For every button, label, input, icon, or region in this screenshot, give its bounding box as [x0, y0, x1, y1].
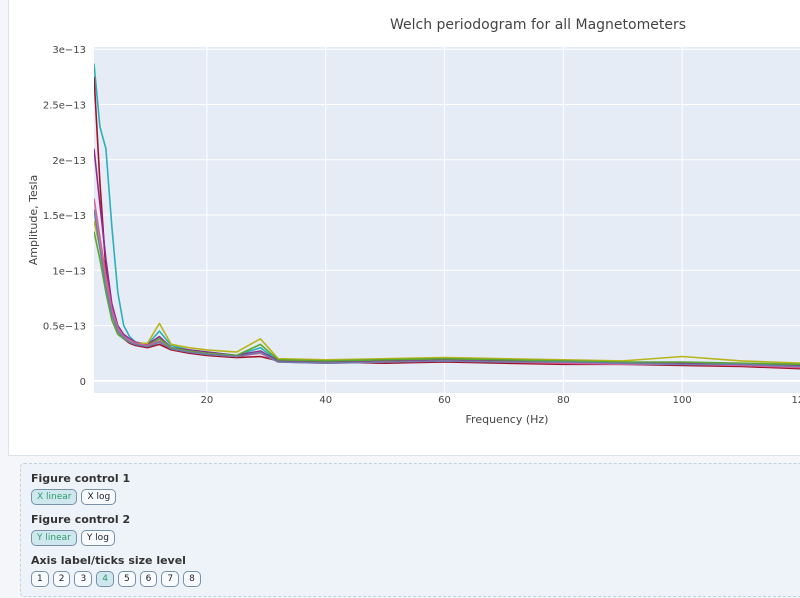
figure-container: Welch periodogram for all Magnetometers …	[8, 0, 800, 456]
x-tick-label: 40	[319, 395, 332, 406]
y-tick-label: 3e−13	[52, 45, 86, 56]
series-line	[94, 209, 800, 368]
x-tick-label: 80	[557, 395, 570, 406]
button-row: X linear X log	[31, 489, 800, 505]
chart: Welch periodogram for all Magnetometers …	[27, 17, 800, 426]
y-tick-label: 1e−13	[52, 266, 86, 277]
control-button[interactable]: 1	[31, 571, 49, 587]
control-button[interactable]: 5	[117, 571, 136, 587]
y-axis-title: Amplitude, Tesla	[27, 175, 40, 266]
x-tick-label: 60	[438, 395, 451, 406]
control-button[interactable]: 6	[139, 571, 158, 587]
plot-area	[94, 47, 800, 393]
chart-title: Welch periodogram for all Magnetometers	[390, 17, 686, 33]
control-button[interactable]: 2	[52, 571, 71, 587]
control-button[interactable]: X linear	[31, 489, 78, 505]
y-tick-label: 0.5e−13	[43, 322, 86, 333]
x-tick-label: 120	[791, 395, 800, 406]
button-row: Y linear Y log	[31, 530, 800, 546]
y-tick-label: 2e−13	[52, 156, 86, 167]
control-title: Axis label/ticks size level	[31, 554, 186, 567]
control-button[interactable]: 4	[96, 571, 114, 587]
x-tick-label: 100	[673, 395, 692, 406]
x-tick-label: 20	[201, 395, 214, 406]
control-button[interactable]: Y linear	[31, 530, 77, 546]
control-button[interactable]: Y log	[80, 530, 115, 546]
control-panel: Figure control 1 X linear X log Figure cont…	[20, 463, 800, 597]
x-axis-title: Frequency (Hz)	[466, 413, 549, 426]
control-button[interactable]: 3	[74, 571, 93, 587]
control-title: Figure control 2	[31, 513, 131, 526]
control-title: Figure control 1	[31, 472, 131, 485]
control-button[interactable]: 7	[161, 571, 180, 587]
y-tick-label: 2.5e−13	[43, 100, 86, 111]
y-tick-label: 0	[80, 377, 86, 388]
series-line	[94, 231, 800, 366]
control-button[interactable]: 8	[183, 571, 201, 587]
control-button[interactable]: X log	[81, 489, 117, 505]
y-tick-label: 1.5e−13	[43, 211, 86, 222]
